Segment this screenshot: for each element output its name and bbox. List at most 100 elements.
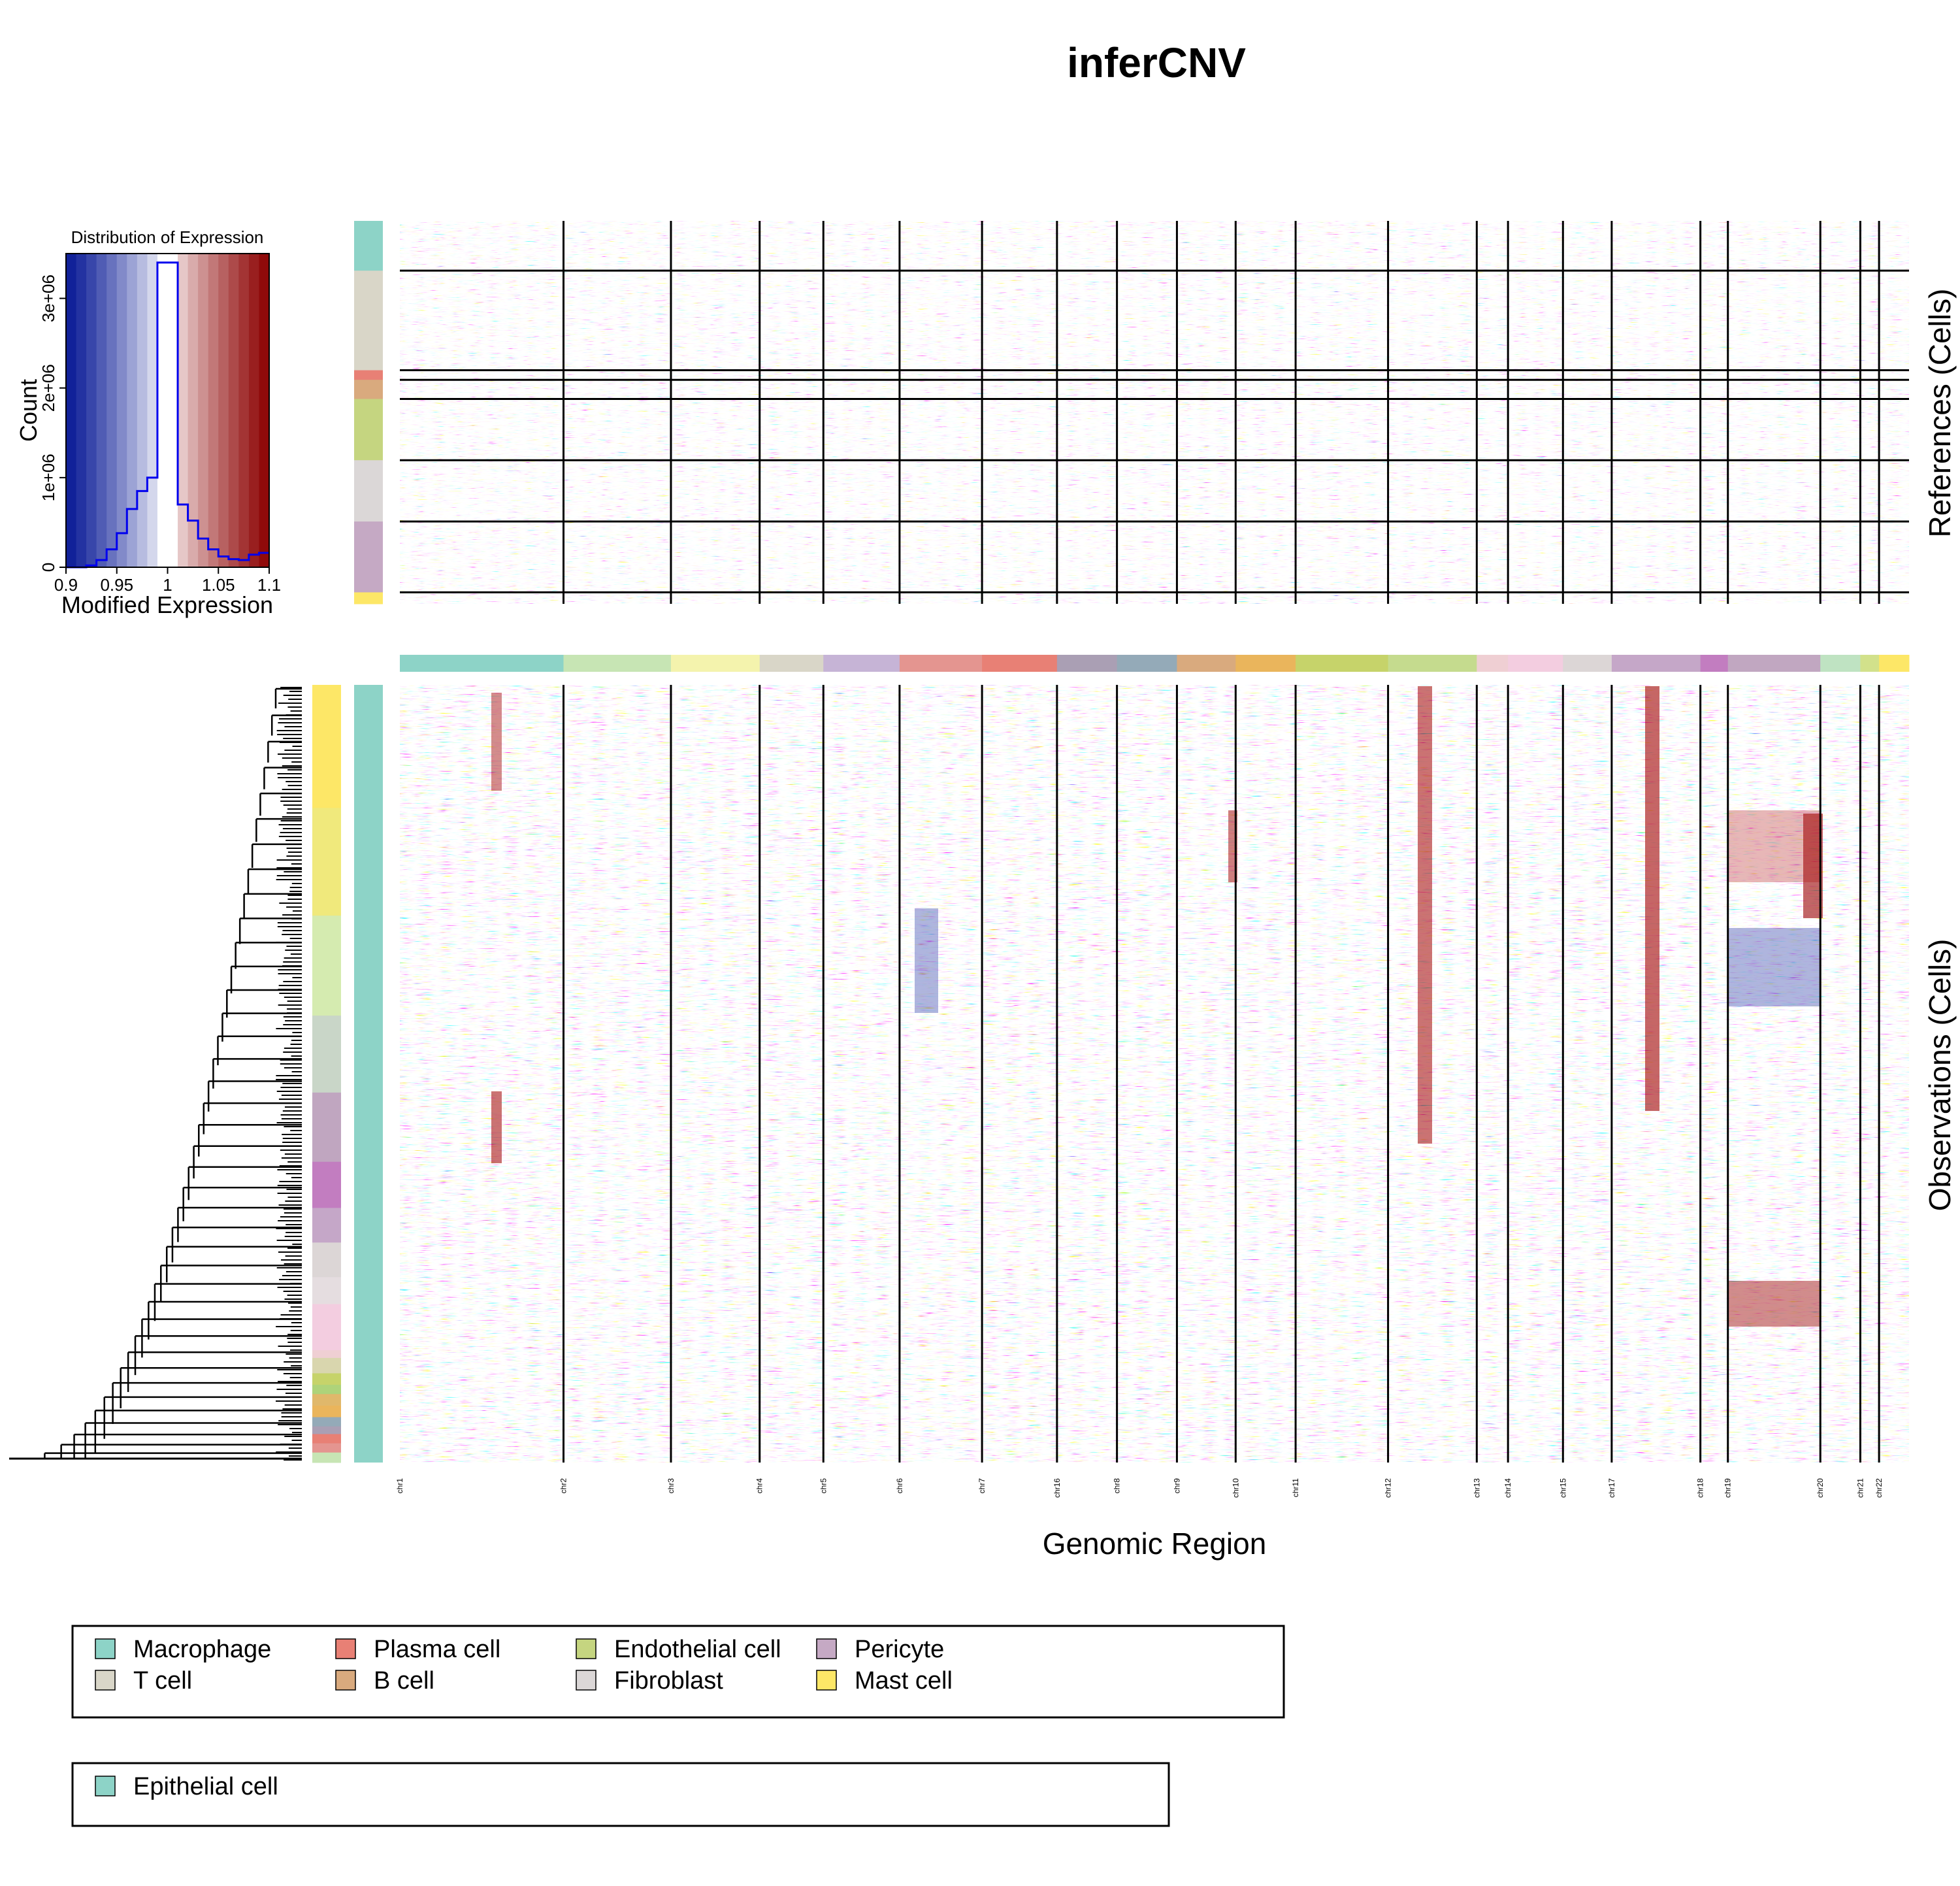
legend-swatch <box>336 1670 355 1690</box>
legend-label: Macrophage <box>133 1636 271 1663</box>
chromosome-segment-chr5 <box>823 655 900 672</box>
chromosome-segment-chr15 <box>1563 655 1612 672</box>
color-key-band <box>259 254 269 567</box>
chromosome-label: chr8 <box>1113 1478 1122 1494</box>
legend-label: Plasma cell <box>374 1636 500 1663</box>
observations-label: Observations (Cells) <box>1923 939 1957 1212</box>
chromosome-label: chr9 <box>1172 1478 1181 1494</box>
legend-swatch <box>95 1776 115 1796</box>
observation-cluster-segment <box>312 1453 341 1463</box>
y-tick-label: 0 <box>39 563 58 572</box>
y-tick-label: 1e+06 <box>39 454 58 501</box>
legend-label: Mast cell <box>855 1667 953 1695</box>
chromosome-labels: chr1 chr2 chr3 chr4 chr5 chr6 chr7 chr16 chr8 chr… <box>395 1478 1884 1498</box>
chromosome-color-bar <box>400 655 1910 672</box>
cnv-signal <box>1645 686 1659 1111</box>
observation-cluster-segment <box>312 685 341 808</box>
color-key-band <box>238 254 249 567</box>
chromosome-label: chr10 <box>1231 1478 1240 1498</box>
reference-annotation-bar <box>354 221 383 604</box>
chart-title: inferCNV <box>1067 39 1246 86</box>
reference-group-fibroblast <box>354 460 383 521</box>
color-key-band <box>168 254 178 567</box>
x-axis-label: Genomic Region <box>1043 1527 1267 1561</box>
reference-group-mast-cell <box>354 592 383 604</box>
chromosome-segment-chr10 <box>1235 655 1296 672</box>
chromosome-label: chr13 <box>1472 1478 1481 1498</box>
observation-cluster-segment <box>312 1016 341 1093</box>
color-key-band <box>229 254 239 567</box>
color-key-band <box>66 254 76 567</box>
chromosome-segment-chr11 <box>1296 655 1388 672</box>
color-key-band <box>117 254 127 567</box>
chromosome-segment-chr3 <box>671 655 760 672</box>
chromosome-segment-chr14 <box>1508 655 1563 672</box>
chromosome-label: chr22 <box>1874 1478 1884 1498</box>
legend-swatch <box>95 1639 115 1659</box>
reference-group-plasma-cell <box>354 371 383 380</box>
chromosome-label: chr12 <box>1384 1478 1393 1498</box>
legend-swatch <box>817 1670 836 1690</box>
observation-cluster-segment <box>312 1277 341 1304</box>
observation-cluster-segment <box>312 1304 341 1351</box>
reference-group-t-cell <box>354 271 383 371</box>
histogram-x-label: Modified Expression <box>61 591 273 618</box>
color-key-band <box>127 254 137 567</box>
chromosome-segment-chr22 <box>1879 655 1909 672</box>
color-key-band <box>86 254 97 567</box>
chromosome-segment-chr9 <box>1177 655 1235 672</box>
observation-cluster-segment <box>312 1434 341 1444</box>
observation-cluster-segment <box>312 1358 341 1374</box>
chromosome-label: chr1 <box>395 1478 404 1494</box>
chromosome-label: chr4 <box>755 1478 764 1494</box>
legend-label: Epithelial cell <box>133 1773 278 1800</box>
observation-cluster-segment <box>312 1444 341 1453</box>
observation-cluster-segment <box>312 1417 341 1427</box>
cnv-signal <box>491 1091 502 1163</box>
color-key-band <box>249 254 259 567</box>
legends: MacrophageT cellPlasma cellB cellEndothe… <box>73 1626 1284 1826</box>
chromosome-label: chr6 <box>895 1478 904 1494</box>
chromosome-label: chr21 <box>1855 1478 1865 1498</box>
color-key-band <box>208 254 219 567</box>
observation-cluster-segment <box>312 1350 341 1358</box>
legend-label: Pericyte <box>855 1636 944 1663</box>
legend-label: Endothelial cell <box>614 1636 781 1663</box>
y-tick-label: 3e+06 <box>39 274 58 322</box>
chromosome-segment-chr17 <box>1612 655 1701 672</box>
chromosome-segment-chr8 <box>1117 655 1177 672</box>
chromosome-segment-chr16 <box>1057 655 1117 672</box>
chromosome-label: chr18 <box>1696 1478 1705 1498</box>
observation-cluster-segment <box>312 1162 341 1208</box>
chromosome-segment-chr20 <box>1820 655 1861 672</box>
references-heatmap-matrix <box>400 221 1909 604</box>
color-key-histogram: Distribution of Expression 0.9 0.95 1 1.05 1… <box>15 227 281 618</box>
observation-cluster-segment <box>312 1427 341 1434</box>
observation-cluster-segment <box>312 1373 341 1385</box>
observation-cluster-segment <box>312 1242 341 1277</box>
histogram-y-label: Count <box>15 379 42 442</box>
chromosome-label: chr17 <box>1607 1478 1616 1498</box>
cnv-signal <box>1418 686 1432 1144</box>
chromosome-segment-chr7 <box>982 655 1057 672</box>
chromosome-segment-chr1 <box>400 655 564 672</box>
legend-swatch <box>576 1670 596 1690</box>
legend-label: Fibroblast <box>614 1667 723 1695</box>
chromosome-label: chr20 <box>1816 1478 1825 1498</box>
references-label: References (Cells) <box>1923 289 1957 538</box>
cnv-signal <box>915 908 938 1013</box>
observation-annotation-bars <box>312 685 383 1463</box>
reference-group-b-cell <box>354 380 383 399</box>
observation-cluster-segment <box>312 1093 341 1162</box>
color-key-band <box>157 254 168 567</box>
chromosome-label: chr15 <box>1558 1478 1567 1498</box>
color-key-band <box>198 254 208 567</box>
chromosome-label: chr14 <box>1503 1478 1512 1498</box>
chromosome-label: chr16 <box>1053 1478 1062 1498</box>
chromosome-label: chr5 <box>819 1478 828 1494</box>
chromosome-label: chr2 <box>559 1478 568 1494</box>
observation-cluster-segment <box>312 916 341 1016</box>
legend-label: B cell <box>374 1667 434 1695</box>
chromosome-segment-chr21 <box>1860 655 1879 672</box>
